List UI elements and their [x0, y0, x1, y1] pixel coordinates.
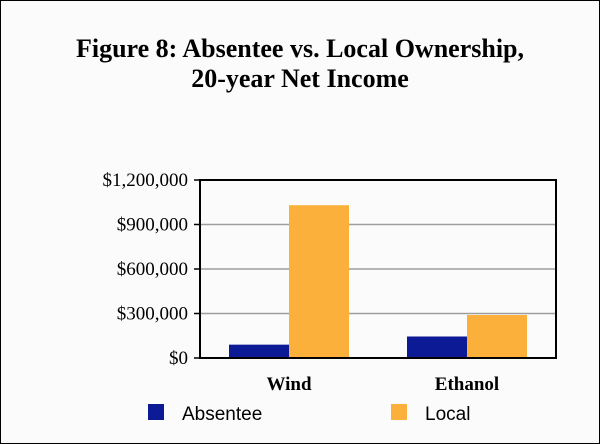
- plot-border: [199, 179, 557, 359]
- legend-swatch-absentee: [148, 404, 164, 420]
- y-tick-label: $1,200,000: [103, 170, 189, 191]
- y-tick-label: $900,000: [117, 215, 188, 236]
- legend-label-absentee: Absentee: [182, 404, 262, 425]
- y-tick-label: $600,000: [117, 259, 188, 280]
- y-tick-label: $300,000: [117, 304, 188, 325]
- y-tick-labels: $0 $300,000 $600,000 $900,000 $1,200,000: [103, 170, 189, 369]
- gridlines: [200, 223, 556, 315]
- bar-absentee-ethanol: [407, 336, 467, 358]
- bar-absentee-wind: [229, 344, 289, 358]
- legend-swatch-local: [391, 404, 407, 420]
- y-tick-label: $0: [169, 348, 188, 369]
- bar-local-ethanol: [467, 314, 527, 358]
- chart-title-line-2: 20-year Net Income: [191, 64, 409, 93]
- category-label: Wind: [266, 374, 312, 395]
- chart-title-line-1: Figure 8: Absentee vs. Local Ownership,: [75, 34, 525, 63]
- category-label: Ethanol: [435, 374, 499, 395]
- legend-label-local: Local: [425, 404, 470, 425]
- legend: Absentee Local: [148, 404, 470, 425]
- category-labels: Wind Ethanol: [266, 374, 499, 395]
- chart-title: Figure 8: Absentee vs. Local Ownership, …: [0, 34, 600, 94]
- axes: [194, 179, 557, 359]
- bars: [229, 205, 527, 358]
- bar-local-wind: [289, 205, 349, 358]
